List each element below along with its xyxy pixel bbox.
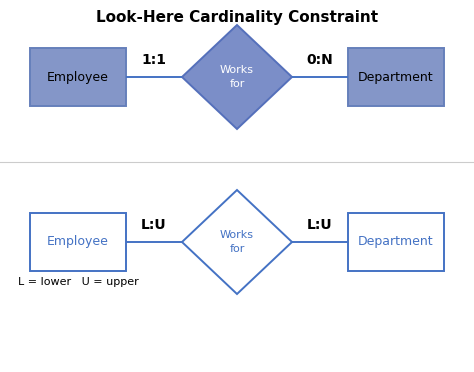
Text: L:U: L:U <box>141 218 167 232</box>
Text: Department: Department <box>358 71 434 83</box>
Text: L = lower   U = upper: L = lower U = upper <box>18 277 139 287</box>
Text: Department: Department <box>358 235 434 248</box>
Text: Look-Here Cardinality Constraint: Look-Here Cardinality Constraint <box>96 10 378 25</box>
FancyBboxPatch shape <box>348 213 444 271</box>
Text: L:U: L:U <box>307 218 333 232</box>
FancyBboxPatch shape <box>30 48 126 106</box>
Text: Works
for: Works for <box>220 230 254 254</box>
Polygon shape <box>182 25 292 129</box>
Text: 1:1: 1:1 <box>142 53 166 67</box>
Polygon shape <box>182 190 292 294</box>
Text: 0:N: 0:N <box>307 53 333 67</box>
Text: Employee: Employee <box>47 235 109 248</box>
Text: Employee: Employee <box>47 71 109 83</box>
FancyBboxPatch shape <box>30 213 126 271</box>
FancyBboxPatch shape <box>348 48 444 106</box>
Text: Works
for: Works for <box>220 65 254 89</box>
